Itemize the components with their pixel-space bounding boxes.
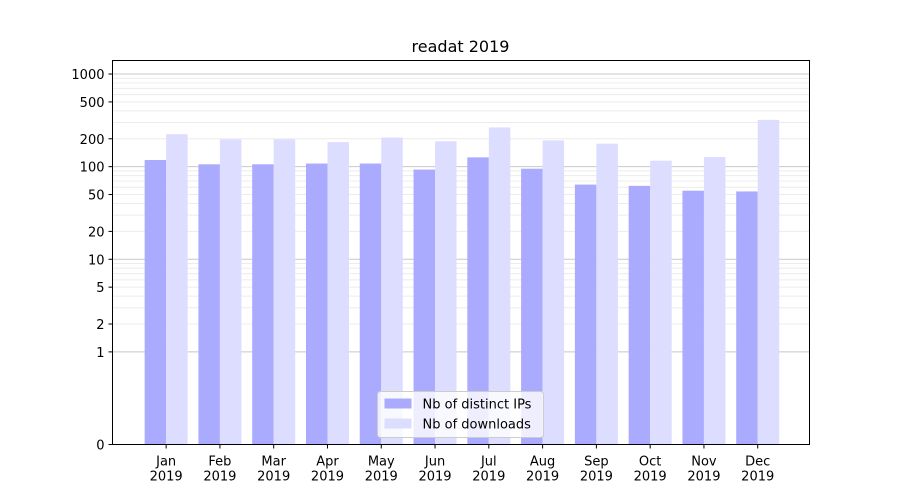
legend-swatch [384, 398, 412, 409]
bar-distinct-ips [144, 159, 167, 445]
bar-downloads [381, 137, 403, 445]
y-tick-label: 5 [96, 281, 104, 296]
bar-distinct-ips [574, 184, 597, 445]
bar-distinct-ips [305, 163, 328, 445]
y-tick-label: 10 [88, 253, 105, 268]
bar-distinct-ips [628, 185, 651, 445]
bar-downloads [327, 142, 349, 445]
bar-downloads [273, 139, 296, 445]
x-tick-label: Nov 2019 [687, 455, 720, 485]
plot-frame [112, 60, 810, 445]
bar-downloads [542, 140, 565, 445]
x-tick-label: Apr 2019 [311, 455, 344, 485]
legend-label: Nb of downloads [423, 418, 532, 433]
y-tick-label: 1000 [71, 68, 104, 83]
bar-distinct-ips [359, 163, 382, 445]
x-tick-label: Sep 2019 [580, 455, 613, 485]
x-tick-label: Dec 2019 [741, 455, 774, 485]
legend-box [377, 391, 544, 438]
legend: Nb of distinct IPs Nb of downloads [377, 391, 544, 438]
y-tick-label: 2 [96, 318, 104, 333]
x-tick-label: Feb 2019 [203, 455, 236, 485]
x-tick-label: Aug 2019 [526, 455, 559, 485]
bar-downloads [435, 141, 457, 445]
x-tick-label: Oct 2019 [634, 455, 667, 485]
bar-distinct-ips [521, 168, 543, 445]
x-tick-label: Mar 2019 [257, 455, 290, 485]
y-tick-label: 500 [80, 96, 105, 111]
chart-title: readat 2019 [412, 37, 510, 56]
legend-swatch [384, 418, 412, 429]
bar-downloads [219, 139, 242, 445]
bar-downloads [757, 119, 780, 445]
bar-downloads [703, 157, 726, 445]
y-tick-label: 200 [80, 133, 105, 148]
x-axis: Jan 2019 Feb 2019 Mar 2019 Apr 2019 May 2019 Jun 20… [150, 444, 774, 485]
y-tick-label: 1 [96, 346, 104, 361]
bar-distinct-ips [736, 191, 758, 445]
y-tick-label: 50 [88, 189, 105, 204]
x-tick-label: Jan 2019 [150, 455, 183, 485]
y-tick-label: 20 [88, 225, 105, 240]
bar-distinct-ips [198, 164, 220, 445]
bar-distinct-ips [467, 157, 489, 445]
bar-distinct-ips [682, 190, 704, 445]
bar-distinct-ips [252, 164, 274, 445]
y-tick-label: 0 [96, 439, 104, 454]
y-axis: 0 1 2 5 10 20 50 100 200 500 1000 [71, 68, 113, 454]
bar-downloads [650, 160, 672, 445]
y-tick-label: 100 [80, 161, 105, 176]
bar-downloads [488, 127, 511, 445]
x-tick-label: May 2019 [365, 455, 398, 485]
x-tick-label: Jun 2019 [418, 455, 451, 485]
bar-downloads [166, 134, 188, 445]
x-tick-label: Jul 2019 [472, 455, 505, 485]
bar-distinct-ips [413, 169, 436, 445]
bar-downloads [596, 143, 618, 445]
bars [144, 119, 780, 445]
legend-label: Nb of distinct IPs [423, 398, 532, 413]
